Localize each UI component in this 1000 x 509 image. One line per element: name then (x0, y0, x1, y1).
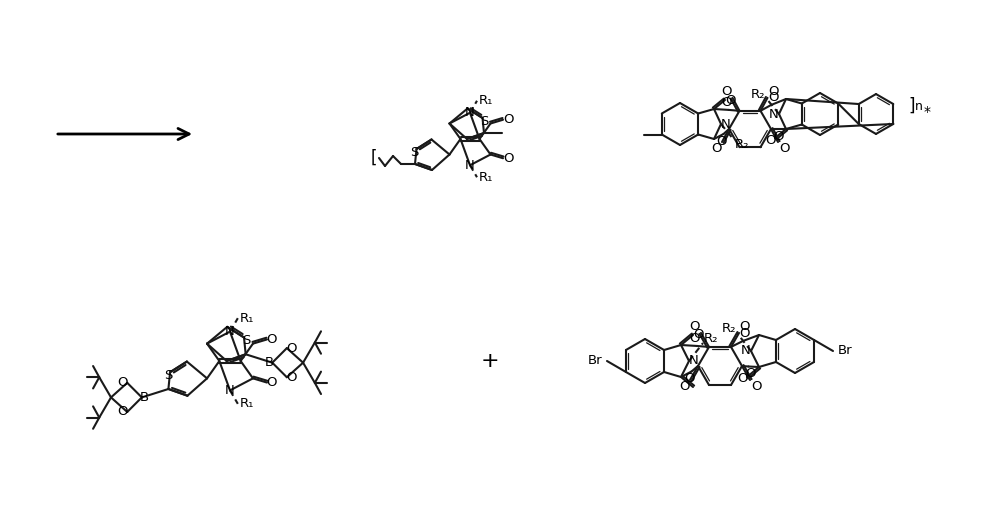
Text: O: O (287, 342, 297, 355)
Text: S: S (410, 146, 419, 158)
Text: R₂: R₂ (751, 88, 765, 100)
Text: R₁: R₁ (479, 94, 493, 107)
Text: R₂: R₂ (722, 323, 736, 335)
Text: n: n (915, 100, 923, 112)
Text: O: O (740, 321, 750, 333)
Text: +: + (481, 351, 499, 371)
Text: R₁: R₁ (240, 312, 254, 325)
Text: R₂: R₂ (735, 137, 749, 151)
Text: N: N (465, 106, 475, 119)
Text: O: O (690, 321, 700, 333)
Text: Br: Br (588, 354, 602, 367)
Text: O: O (721, 86, 732, 98)
Text: N: N (225, 325, 235, 338)
Text: R₂: R₂ (704, 332, 718, 346)
Text: O: O (690, 332, 700, 346)
Text: O: O (117, 406, 127, 418)
Text: O: O (716, 134, 727, 148)
Text: S: S (242, 334, 250, 347)
Text: O: O (287, 371, 297, 384)
Text: O: O (768, 92, 778, 104)
Text: O: O (740, 327, 750, 341)
Text: N: N (225, 384, 235, 397)
Text: O: O (684, 372, 695, 385)
Text: O: O (737, 373, 747, 385)
Text: Br: Br (838, 345, 852, 357)
Text: O: O (267, 376, 277, 389)
Text: O: O (267, 333, 277, 346)
Text: O: O (768, 86, 779, 98)
Text: S: S (164, 369, 172, 382)
Text: O: O (779, 142, 789, 155)
Text: N: N (689, 354, 699, 367)
Text: S: S (480, 115, 489, 127)
Text: B: B (265, 356, 274, 369)
Text: *: * (924, 105, 931, 119)
Text: O: O (693, 328, 703, 342)
Text: O: O (722, 96, 732, 109)
Text: O: O (679, 380, 689, 392)
Text: ]: ] (908, 97, 915, 115)
Text: O: O (725, 94, 735, 106)
Text: B: B (140, 391, 149, 404)
Text: R₁: R₁ (479, 171, 493, 184)
Text: N: N (741, 345, 751, 357)
Text: N: N (721, 118, 731, 130)
Text: O: O (745, 367, 756, 380)
Text: O: O (773, 129, 784, 143)
Text: O: O (765, 133, 775, 147)
Text: N: N (769, 107, 779, 121)
Text: O: O (711, 142, 721, 155)
Text: N: N (465, 159, 475, 172)
Text: O: O (117, 376, 127, 389)
Text: O: O (503, 113, 513, 126)
Text: [: [ (371, 149, 377, 167)
Text: O: O (503, 152, 513, 165)
Text: R₁: R₁ (240, 398, 254, 410)
Text: O: O (751, 380, 761, 392)
